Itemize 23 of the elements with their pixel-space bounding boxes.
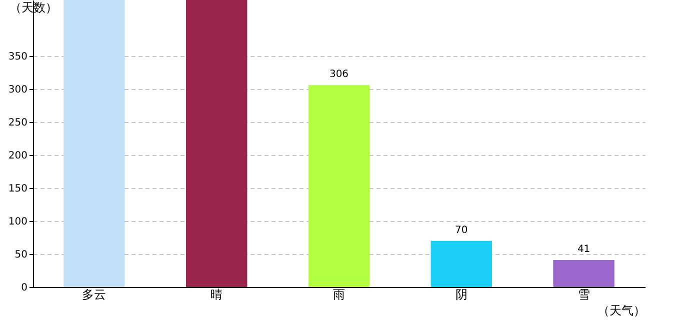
data-label: 41 xyxy=(577,244,590,255)
y-tick-label: 200 xyxy=(8,150,28,162)
bar xyxy=(308,85,370,287)
x-tick-label: 晴 xyxy=(210,288,223,302)
y-tick-label: 100 xyxy=(8,216,28,228)
x-tick-label: 多云 xyxy=(82,288,106,302)
y-axis-title: （天数） xyxy=(10,0,58,14)
x-tick-label: 雪 xyxy=(578,288,590,302)
bar xyxy=(186,0,248,287)
data-label: 306 xyxy=(329,69,349,80)
y-tick-label: 300 xyxy=(8,84,28,96)
bar xyxy=(553,260,614,287)
y-tick-label: 150 xyxy=(8,184,28,195)
bar xyxy=(64,0,125,287)
x-axis-title: （天气） xyxy=(598,304,646,318)
y-tick-label: 0 xyxy=(21,282,28,294)
x-tick-label: 雨 xyxy=(333,288,345,302)
data-label: 70 xyxy=(455,224,468,236)
bar xyxy=(430,240,492,287)
y-tick-label: 250 xyxy=(8,118,28,129)
y-tick-label: 350 xyxy=(8,52,28,63)
y-tick-label: 50 xyxy=(14,250,28,261)
x-tick-label: 阴 xyxy=(455,288,468,302)
